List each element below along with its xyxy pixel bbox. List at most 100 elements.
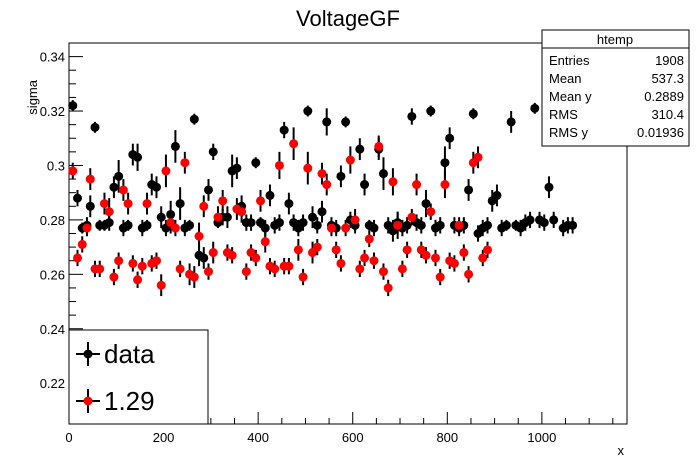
data-point	[114, 171, 124, 181]
data-point	[303, 163, 313, 173]
data-point	[322, 117, 332, 127]
data-point	[445, 133, 455, 143]
data-point	[189, 114, 199, 124]
data-point	[204, 267, 213, 277]
stats-row-label: RMS y	[549, 125, 589, 140]
legend-frame	[68, 329, 209, 425]
data-point	[251, 158, 261, 168]
data-point	[459, 248, 469, 258]
legend-entry-1-29: 1.29	[76, 386, 155, 416]
data-point	[506, 117, 516, 127]
legend-label-data: data	[104, 339, 155, 369]
x-tick-label: 600	[342, 430, 364, 445]
data-point	[435, 272, 445, 282]
data-point	[133, 275, 143, 285]
data-point	[99, 199, 109, 209]
data-point	[426, 207, 436, 217]
stats-box: htemp Entries 1908 Mean 537.3 Mean y 0.2889 RM…	[541, 29, 690, 147]
data-point	[151, 256, 161, 266]
data-point	[298, 272, 308, 282]
data-point	[402, 220, 412, 230]
data-point	[241, 267, 251, 277]
data-point	[374, 141, 384, 151]
y-tick-label: 0.3	[47, 158, 65, 173]
data-point	[109, 272, 119, 282]
data-point	[530, 103, 540, 113]
data-point	[218, 196, 228, 206]
data-point	[137, 261, 147, 271]
data-point	[416, 220, 426, 230]
data-point	[284, 261, 294, 271]
data-point	[355, 264, 365, 274]
data-point	[227, 250, 237, 260]
data-point	[170, 141, 180, 151]
data-point	[355, 144, 365, 154]
data-point	[175, 199, 185, 209]
data-point	[284, 199, 294, 209]
data-point	[388, 177, 398, 187]
data-point	[473, 152, 483, 162]
y-axis-label: sigma	[25, 79, 40, 114]
data-point	[142, 220, 152, 230]
x-axis-label: x	[618, 443, 625, 458]
data-point	[317, 169, 327, 179]
data-point	[156, 280, 166, 290]
data-point	[189, 272, 199, 282]
data-point	[360, 253, 370, 263]
data-point	[426, 106, 436, 116]
data-point	[251, 253, 261, 263]
data-point	[312, 220, 322, 230]
data-point	[326, 223, 336, 233]
legend-marker-1-29	[83, 396, 93, 406]
data-point	[194, 231, 204, 241]
data-point	[312, 242, 322, 252]
data-point	[232, 163, 242, 173]
data-point	[85, 174, 95, 184]
data-point	[68, 101, 78, 111]
data-point	[77, 239, 87, 249]
data-point	[222, 212, 232, 222]
data-point	[274, 218, 284, 228]
data-point	[468, 109, 478, 119]
data-point	[440, 158, 450, 168]
data-point	[402, 245, 412, 255]
data-point	[464, 185, 474, 195]
data-point	[237, 207, 247, 217]
data-point	[123, 220, 133, 230]
data-point	[308, 212, 318, 222]
series-layer	[68, 72, 578, 297]
data-point	[568, 220, 578, 230]
stats-row-label: Entries	[549, 53, 590, 68]
y-tick-label: 0.24	[40, 322, 65, 337]
data-point	[208, 147, 218, 157]
data-point	[68, 166, 78, 176]
data-point	[256, 196, 266, 206]
data-point	[350, 215, 360, 225]
data-point	[123, 199, 133, 209]
data-point	[204, 185, 213, 195]
data-point	[345, 155, 355, 165]
stats-row-value: 1908	[655, 53, 684, 68]
data-point	[156, 212, 166, 222]
data-point	[369, 256, 379, 266]
y-tick-label: 0.32	[40, 104, 65, 119]
stats-box-title: htemp	[597, 32, 633, 47]
data-point	[322, 180, 332, 190]
data-point	[501, 220, 511, 230]
data-point	[175, 264, 185, 274]
x-tick-label: 0	[65, 430, 72, 445]
stats-box-frame	[541, 29, 690, 147]
data-point	[151, 182, 161, 192]
data-point	[114, 256, 124, 266]
data-point	[492, 190, 502, 200]
data-point	[199, 201, 209, 211]
data-point	[260, 223, 270, 233]
y-tick-label: 0.34	[40, 50, 65, 65]
series-1-29	[68, 127, 492, 297]
data-point	[90, 122, 100, 132]
data-point	[260, 237, 270, 247]
legend-entry-data: data	[76, 339, 155, 369]
data-point	[369, 223, 379, 233]
data-point	[265, 190, 275, 200]
